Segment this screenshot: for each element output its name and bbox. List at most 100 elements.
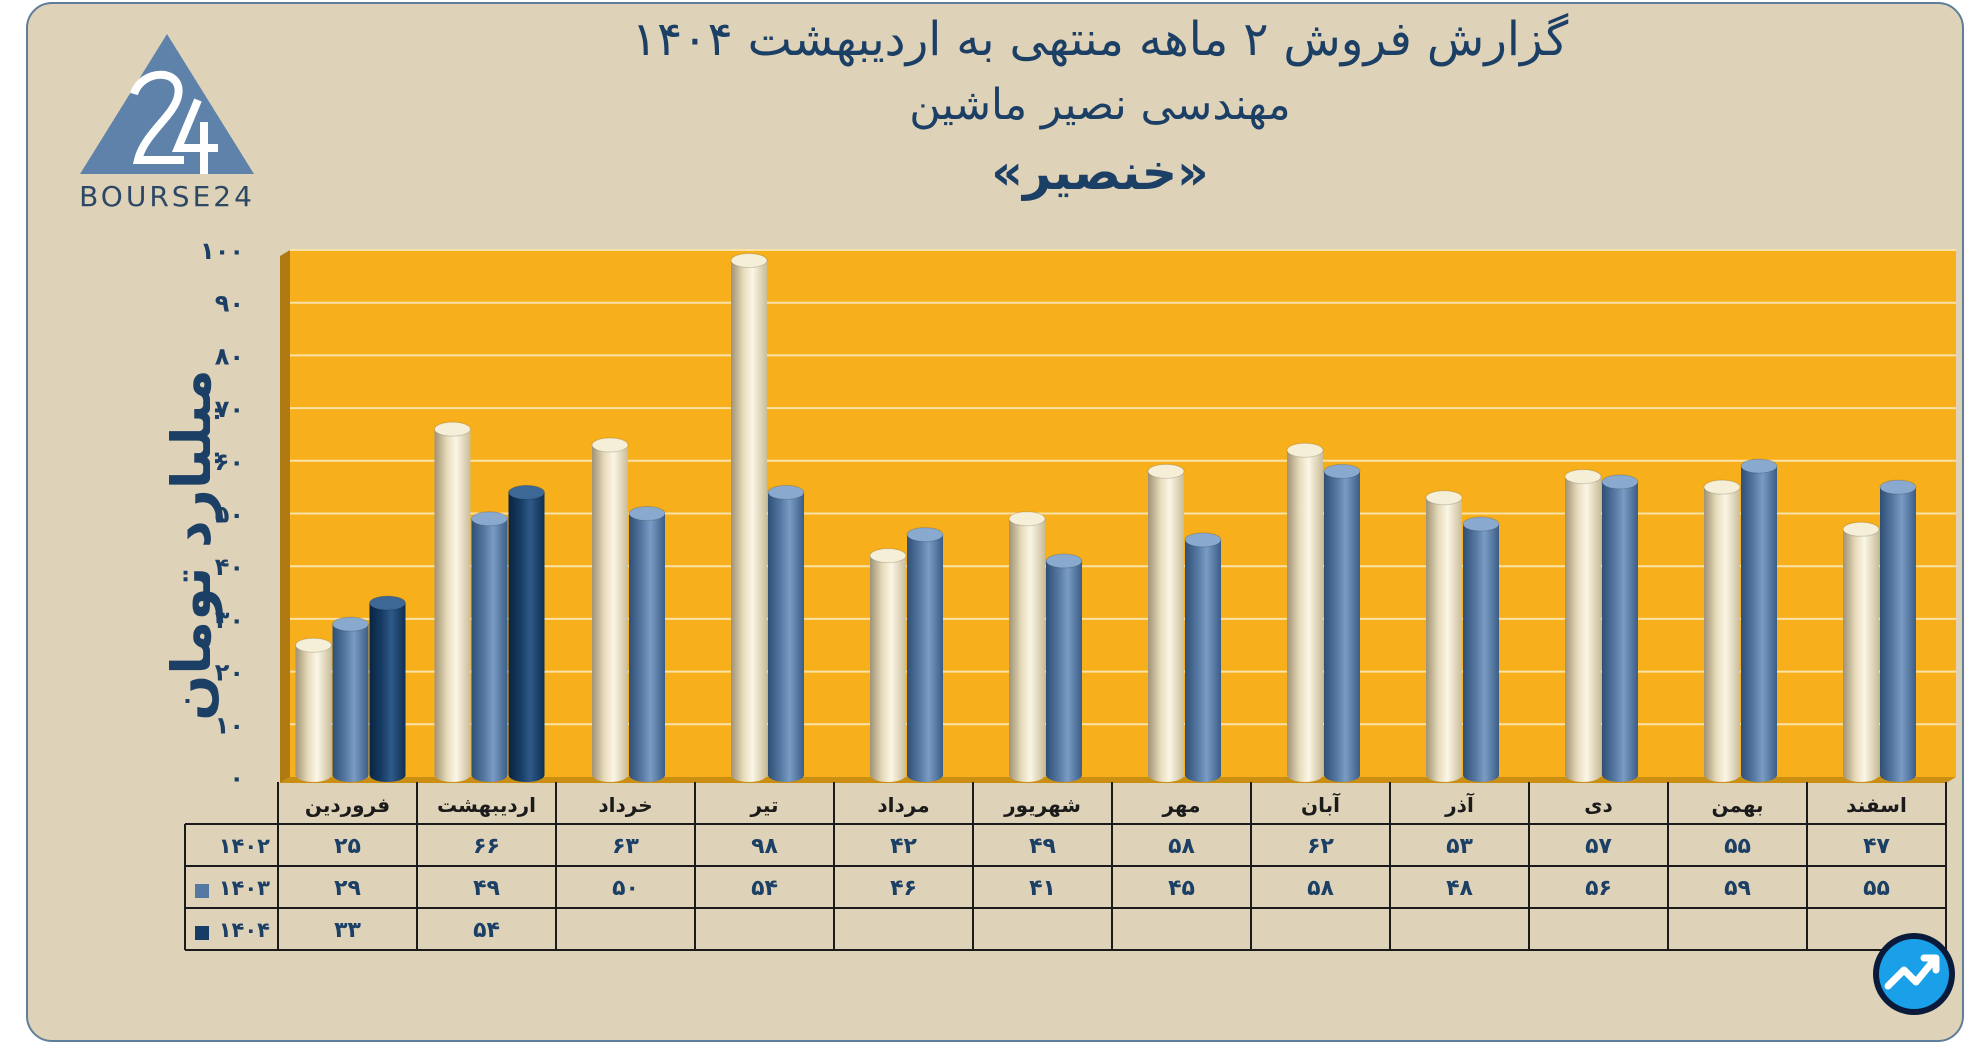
data-label: ۵۵ (1863, 876, 1890, 901)
data-label: ۶۶ (473, 834, 500, 859)
bar-base (1185, 768, 1221, 782)
bar-cap (1842, 521, 1880, 537)
data-label: ۵۸ (1168, 834, 1195, 859)
legend-entry-0: ۱۴۰۲ (219, 834, 270, 858)
bar-cap (295, 637, 332, 653)
bar-base (1843, 768, 1879, 782)
bar-base (1324, 768, 1360, 782)
data-label: ۲۹ (334, 876, 361, 901)
bar-۱۴۰۳-شهریور (1046, 560, 1082, 775)
bar-cap (869, 548, 907, 564)
y-tick-label: ۴۰ (215, 553, 244, 581)
x-category-label: بهمن (1711, 793, 1763, 817)
bar-base (369, 768, 406, 782)
bar-cap (332, 616, 369, 632)
data-label: ۵۴ (473, 918, 500, 943)
bar-۱۴۰۲-فروردین (295, 645, 332, 775)
bar-base (1426, 768, 1462, 782)
bar-۱۴۰۳-آبان (1324, 471, 1360, 775)
y-tick-label: ۹۰ (215, 290, 244, 318)
bar-cap (1879, 479, 1917, 495)
legend-swatch-1 (195, 884, 209, 898)
bar-cap (1045, 553, 1083, 569)
bar-cap (591, 437, 629, 453)
data-label: ۵۶ (1585, 876, 1612, 901)
bar-۱۴۰۳-خرداد (629, 513, 665, 775)
legend-swatch-2 (195, 926, 209, 940)
bar-cap (1286, 442, 1324, 458)
bar-۱۴۰۲-دی (1565, 476, 1601, 775)
bar-۱۴۰۳-بهمن (1741, 466, 1777, 775)
bar-cap (1425, 490, 1463, 506)
legend-entry-2: ۱۴۰۴ (219, 918, 270, 942)
bar-۱۴۰۴-اردیبهشت (508, 492, 545, 775)
bar-base (768, 768, 804, 782)
bar-base (629, 768, 665, 782)
trend-arrow-badge-icon (1873, 933, 1955, 1015)
bar-base (1565, 768, 1601, 782)
bar-cap (1462, 516, 1500, 532)
legend-entry-1: ۱۴۰۳ (219, 876, 270, 900)
bar-۱۴۰۳-مرداد (907, 534, 943, 775)
bar-۱۴۰۳-دی (1602, 481, 1638, 775)
data-label: ۹۸ (751, 834, 778, 859)
bar-base (1880, 768, 1916, 782)
plot-side-wall (280, 250, 290, 783)
bar-base (1602, 768, 1638, 782)
bar-cap (1703, 479, 1741, 495)
bar-۱۴۰۲-تیر (731, 260, 767, 775)
data-label: ۶۳ (612, 834, 639, 859)
chart-title: گزارش فروش ۲ ماهه منتهی به اردیبهشت ۱۴۰۴ (631, 12, 1569, 67)
bar-base (434, 768, 471, 782)
data-label: ۵۹ (1724, 876, 1751, 901)
bar-cap (767, 484, 805, 500)
data-label: ۵۷ (1585, 834, 1612, 859)
bar-base (592, 768, 628, 782)
bar-۱۴۰۲-اسفند (1843, 529, 1879, 775)
logo-text: BOURSE24 (79, 180, 255, 213)
x-category-label: مهر (1161, 793, 1200, 817)
data-label: ۴۹ (473, 876, 500, 901)
bar-base (1741, 768, 1777, 782)
bar-base (471, 768, 508, 782)
bar-cap (730, 253, 768, 269)
data-label: ۵۸ (1307, 876, 1334, 901)
bar-۱۴۰۲-مهر (1148, 471, 1184, 775)
bar-base (1148, 768, 1184, 782)
chart-subtitle: مهندسی نصیر ماشین (909, 80, 1291, 130)
y-tick-label: ۶۰ (215, 448, 244, 476)
data-label: ۲۵ (334, 834, 361, 859)
bar-۱۴۰۴-فروردین (369, 603, 406, 775)
y-tick-label: ۵۰ (215, 501, 244, 529)
data-label: ۵۵ (1724, 834, 1751, 859)
bar-base (295, 768, 332, 782)
bar-۱۴۰۲-مرداد (870, 555, 906, 775)
bar-۱۴۰۲-آذر (1426, 497, 1462, 775)
chart-symbol: «خنصیر» (991, 144, 1209, 201)
x-category-label: اسفند (1846, 793, 1907, 817)
bar-base (731, 768, 767, 782)
y-tick-label: ۱۰ (215, 711, 244, 739)
bar-cap (628, 506, 666, 521)
bar-cap (1323, 463, 1361, 479)
bar-cap (1008, 511, 1046, 527)
data-label: ۴۷ (1863, 834, 1890, 859)
bourse24-logo-icon (80, 34, 254, 174)
data-label: ۵۴ (751, 876, 778, 901)
y-tick-label: ۱۰۰ (200, 237, 244, 265)
x-category-label: آذر (1444, 792, 1475, 817)
plot-floor (280, 777, 1956, 783)
bar-۱۴۰۳-اسفند (1880, 487, 1916, 775)
bar-cap (1147, 463, 1185, 479)
bar-cap (471, 511, 508, 527)
bar-۱۴۰۳-مهر (1185, 539, 1221, 775)
bar-۱۴۰۲-آبان (1287, 450, 1323, 775)
bar-۱۴۰۲-اردیبهشت (434, 429, 471, 775)
x-category-label: شهریور (1003, 793, 1081, 817)
bar-cap (1564, 469, 1602, 485)
y-tick-label: ۸۰ (215, 342, 244, 370)
data-label: ۴۸ (1446, 876, 1473, 901)
x-category-label: تیر (749, 793, 778, 817)
x-category-label: مرداد (877, 793, 929, 817)
y-tick-label: ۰ (229, 764, 244, 792)
